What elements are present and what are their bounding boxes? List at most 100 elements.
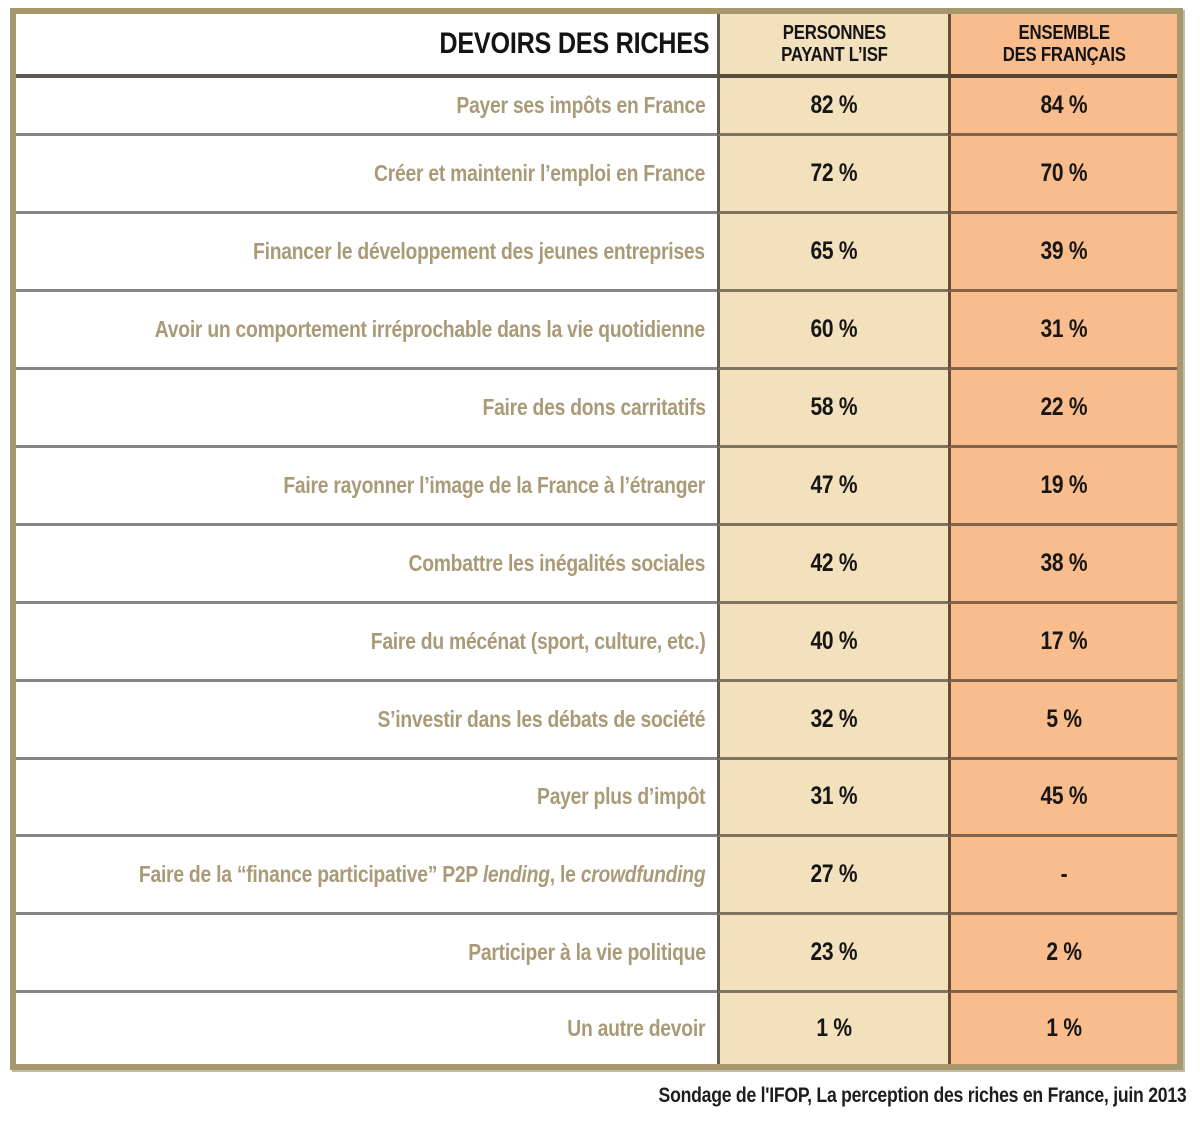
isf-value-cell: 42 % bbox=[717, 525, 949, 604]
column-header-ensemble: ENSEMBLE DES FRANÇAIS bbox=[948, 14, 1177, 78]
ensemble-value: 31 % bbox=[1040, 314, 1088, 343]
isf-value-cell: 65 % bbox=[717, 213, 949, 292]
ensemble-value-cell: 5 % bbox=[948, 681, 1177, 760]
duty-label-cell: Payer plus d’impôt bbox=[16, 760, 718, 838]
table-body: Payer ses impôts en France 82 % 84 % Cré… bbox=[16, 78, 1177, 1064]
table-row: Faire de la “finance participative” P2P … bbox=[16, 837, 1177, 916]
duty-label-cell: Participer à la vie politique bbox=[16, 915, 718, 994]
table-row: Faire des dons carritatifs 58 % 22 % bbox=[16, 369, 1177, 448]
table-row: Participer à la vie politique 23 % 2 % bbox=[16, 915, 1177, 994]
duty-label-cell: Payer ses impôts en France bbox=[16, 78, 718, 136]
duty-label: Financer le développement des jeunes ent… bbox=[253, 237, 706, 264]
isf-value: 23 % bbox=[810, 938, 858, 967]
duty-label: Participer à la vie politique bbox=[467, 939, 706, 966]
table-row: Avoir un comportement irréprochable dans… bbox=[16, 291, 1177, 370]
table-row: S’investir dans les débats de société 32… bbox=[16, 681, 1177, 760]
ensemble-value-cell: 1 % bbox=[948, 993, 1177, 1064]
isf-value: 47 % bbox=[810, 470, 858, 499]
isf-value-cell: 27 % bbox=[717, 837, 949, 916]
table-row: Créer et maintenir l’emploi en France 72… bbox=[16, 136, 1177, 214]
duty-label-cell: Faire de la “finance participative” P2P … bbox=[16, 837, 718, 916]
duty-label: S’investir dans les débats de société bbox=[377, 705, 706, 732]
isf-value-cell: 72 % bbox=[717, 136, 949, 214]
duty-label-cell: Faire des dons carritatifs bbox=[16, 370, 718, 448]
ensemble-value-cell: 84 % bbox=[948, 78, 1177, 136]
duty-label-cell: Combattre les inégalités sociales bbox=[16, 526, 718, 604]
table-title-cell: DEVOIRS DES RICHES bbox=[16, 14, 718, 78]
duty-label: Faire de la “finance participative” P2P … bbox=[138, 861, 706, 888]
ensemble-value: 19 % bbox=[1040, 470, 1088, 499]
column-header-ensemble-line1: ENSEMBLE bbox=[1018, 21, 1110, 44]
ensemble-value-cell: 45 % bbox=[948, 759, 1177, 838]
ensemble-value-cell: 17 % bbox=[948, 603, 1177, 682]
ensemble-value-cell: - bbox=[948, 837, 1177, 916]
table-row: Faire du mécénat (sport, culture, etc.) … bbox=[16, 603, 1177, 682]
table-row: Faire rayonner l’image de la France à l’… bbox=[16, 447, 1177, 526]
ensemble-value: 2 % bbox=[1046, 938, 1082, 967]
ensemble-value-cell: 38 % bbox=[948, 525, 1177, 604]
isf-value: 58 % bbox=[810, 392, 858, 421]
ensemble-value-cell: 19 % bbox=[948, 447, 1177, 526]
isf-value: 82 % bbox=[810, 91, 858, 119]
ensemble-value-cell: 2 % bbox=[948, 915, 1177, 994]
duty-label: Faire rayonner l’image de la France à l’… bbox=[283, 471, 706, 498]
header-row: DEVOIRS DES RICHES PERSONNES PAYANT L’ISF… bbox=[16, 14, 1177, 78]
ensemble-value: 39 % bbox=[1040, 236, 1088, 265]
survey-table: DEVOIRS DES RICHES PERSONNES PAYANT L’ISF… bbox=[10, 8, 1183, 1070]
ensemble-value: 70 % bbox=[1040, 158, 1088, 187]
isf-value: 40 % bbox=[810, 626, 858, 655]
isf-value: 42 % bbox=[810, 548, 858, 577]
table-row: Un autre devoir 1 % 1 % bbox=[16, 993, 1177, 1064]
duty-label: Payer ses impôts en France bbox=[456, 92, 706, 118]
ensemble-value: 17 % bbox=[1040, 626, 1088, 655]
ensemble-value: 38 % bbox=[1040, 548, 1088, 577]
ensemble-value: 5 % bbox=[1046, 704, 1082, 733]
duty-label-cell: Avoir un comportement irréprochable dans… bbox=[16, 292, 718, 370]
ensemble-value-cell: 31 % bbox=[948, 291, 1177, 370]
duty-label-cell: Faire du mécénat (sport, culture, etc.) bbox=[16, 604, 718, 682]
duty-label: Faire du mécénat (sport, culture, etc.) bbox=[370, 627, 706, 654]
isf-value-cell: 60 % bbox=[717, 291, 949, 370]
isf-value: 65 % bbox=[810, 236, 858, 265]
isf-value-cell: 58 % bbox=[717, 369, 949, 448]
duty-label: Combattre les inégalités sociales bbox=[408, 549, 706, 576]
duty-label-cell: Faire rayonner l’image de la France à l’… bbox=[16, 448, 718, 526]
column-header-isf-line1: PERSONNES bbox=[782, 21, 886, 44]
isf-value: 72 % bbox=[810, 158, 858, 187]
table-row: Payer ses impôts en France 82 % 84 % bbox=[16, 78, 1177, 136]
duty-label: Créer et maintenir l’emploi en France bbox=[374, 159, 706, 186]
ensemble-value: 84 % bbox=[1040, 91, 1088, 119]
isf-value-cell: 40 % bbox=[717, 603, 949, 682]
isf-value-cell: 47 % bbox=[717, 447, 949, 526]
duty-label-cell: Créer et maintenir l’emploi en France bbox=[16, 136, 718, 214]
duty-label: Faire des dons carritatifs bbox=[482, 393, 706, 420]
ensemble-value: 1 % bbox=[1046, 1014, 1082, 1043]
duty-label-cell: Un autre devoir bbox=[16, 993, 717, 1064]
column-header-isf: PERSONNES PAYANT L’ISF bbox=[717, 14, 949, 78]
column-header-isf-line2: PAYANT L’ISF bbox=[781, 44, 888, 66]
isf-value: 27 % bbox=[810, 860, 858, 889]
duty-label: Avoir un comportement irréprochable dans… bbox=[155, 315, 706, 342]
ensemble-value: 45 % bbox=[1040, 782, 1088, 811]
ensemble-value-cell: 70 % bbox=[948, 136, 1177, 214]
table-row: Payer plus d’impôt 31 % 45 % bbox=[16, 759, 1177, 838]
ensemble-value-cell: 22 % bbox=[948, 369, 1177, 448]
duty-label-cell: Financer le développement des jeunes ent… bbox=[16, 214, 718, 292]
ensemble-value-cell: 39 % bbox=[948, 213, 1177, 292]
isf-value: 60 % bbox=[810, 314, 858, 343]
duty-label-cell: S’investir dans les débats de société bbox=[16, 682, 718, 760]
table-row: Combattre les inégalités sociales 42 % 3… bbox=[16, 525, 1177, 604]
isf-value: 32 % bbox=[810, 704, 858, 733]
table-row: Financer le développement des jeunes ent… bbox=[16, 213, 1177, 292]
isf-value-cell: 32 % bbox=[717, 681, 949, 760]
duty-label: Payer plus d’impôt bbox=[536, 783, 706, 810]
table-title: DEVOIRS DES RICHES bbox=[439, 27, 710, 60]
source-caption-text: Sondage de l'IFOP, La perception des ric… bbox=[658, 1084, 1186, 1107]
duty-label: Un autre devoir bbox=[567, 1015, 706, 1042]
ensemble-value: 22 % bbox=[1040, 392, 1088, 421]
isf-value-cell: 31 % bbox=[717, 759, 949, 838]
ensemble-value: - bbox=[1060, 860, 1068, 889]
isf-value: 31 % bbox=[810, 782, 858, 811]
isf-value-cell: 82 % bbox=[717, 78, 949, 136]
